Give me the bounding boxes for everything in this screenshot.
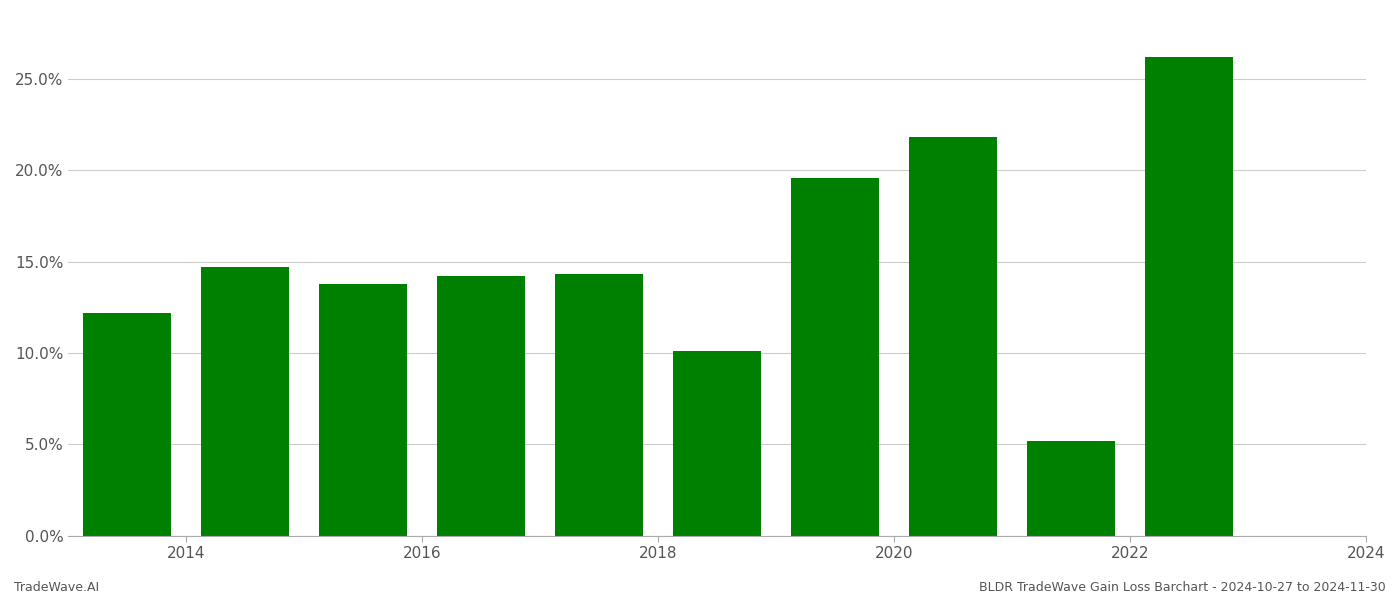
Bar	[1145, 57, 1233, 536]
Text: TradeWave.AI: TradeWave.AI	[14, 581, 99, 594]
Bar	[1026, 440, 1114, 536]
Bar	[909, 137, 997, 536]
Bar	[437, 276, 525, 536]
Text: BLDR TradeWave Gain Loss Barchart - 2024-10-27 to 2024-11-30: BLDR TradeWave Gain Loss Barchart - 2024…	[979, 581, 1386, 594]
Bar	[319, 284, 407, 536]
Bar	[673, 351, 762, 536]
Bar	[83, 313, 171, 536]
Bar	[554, 274, 643, 536]
Bar	[202, 267, 290, 536]
Bar	[791, 178, 879, 536]
